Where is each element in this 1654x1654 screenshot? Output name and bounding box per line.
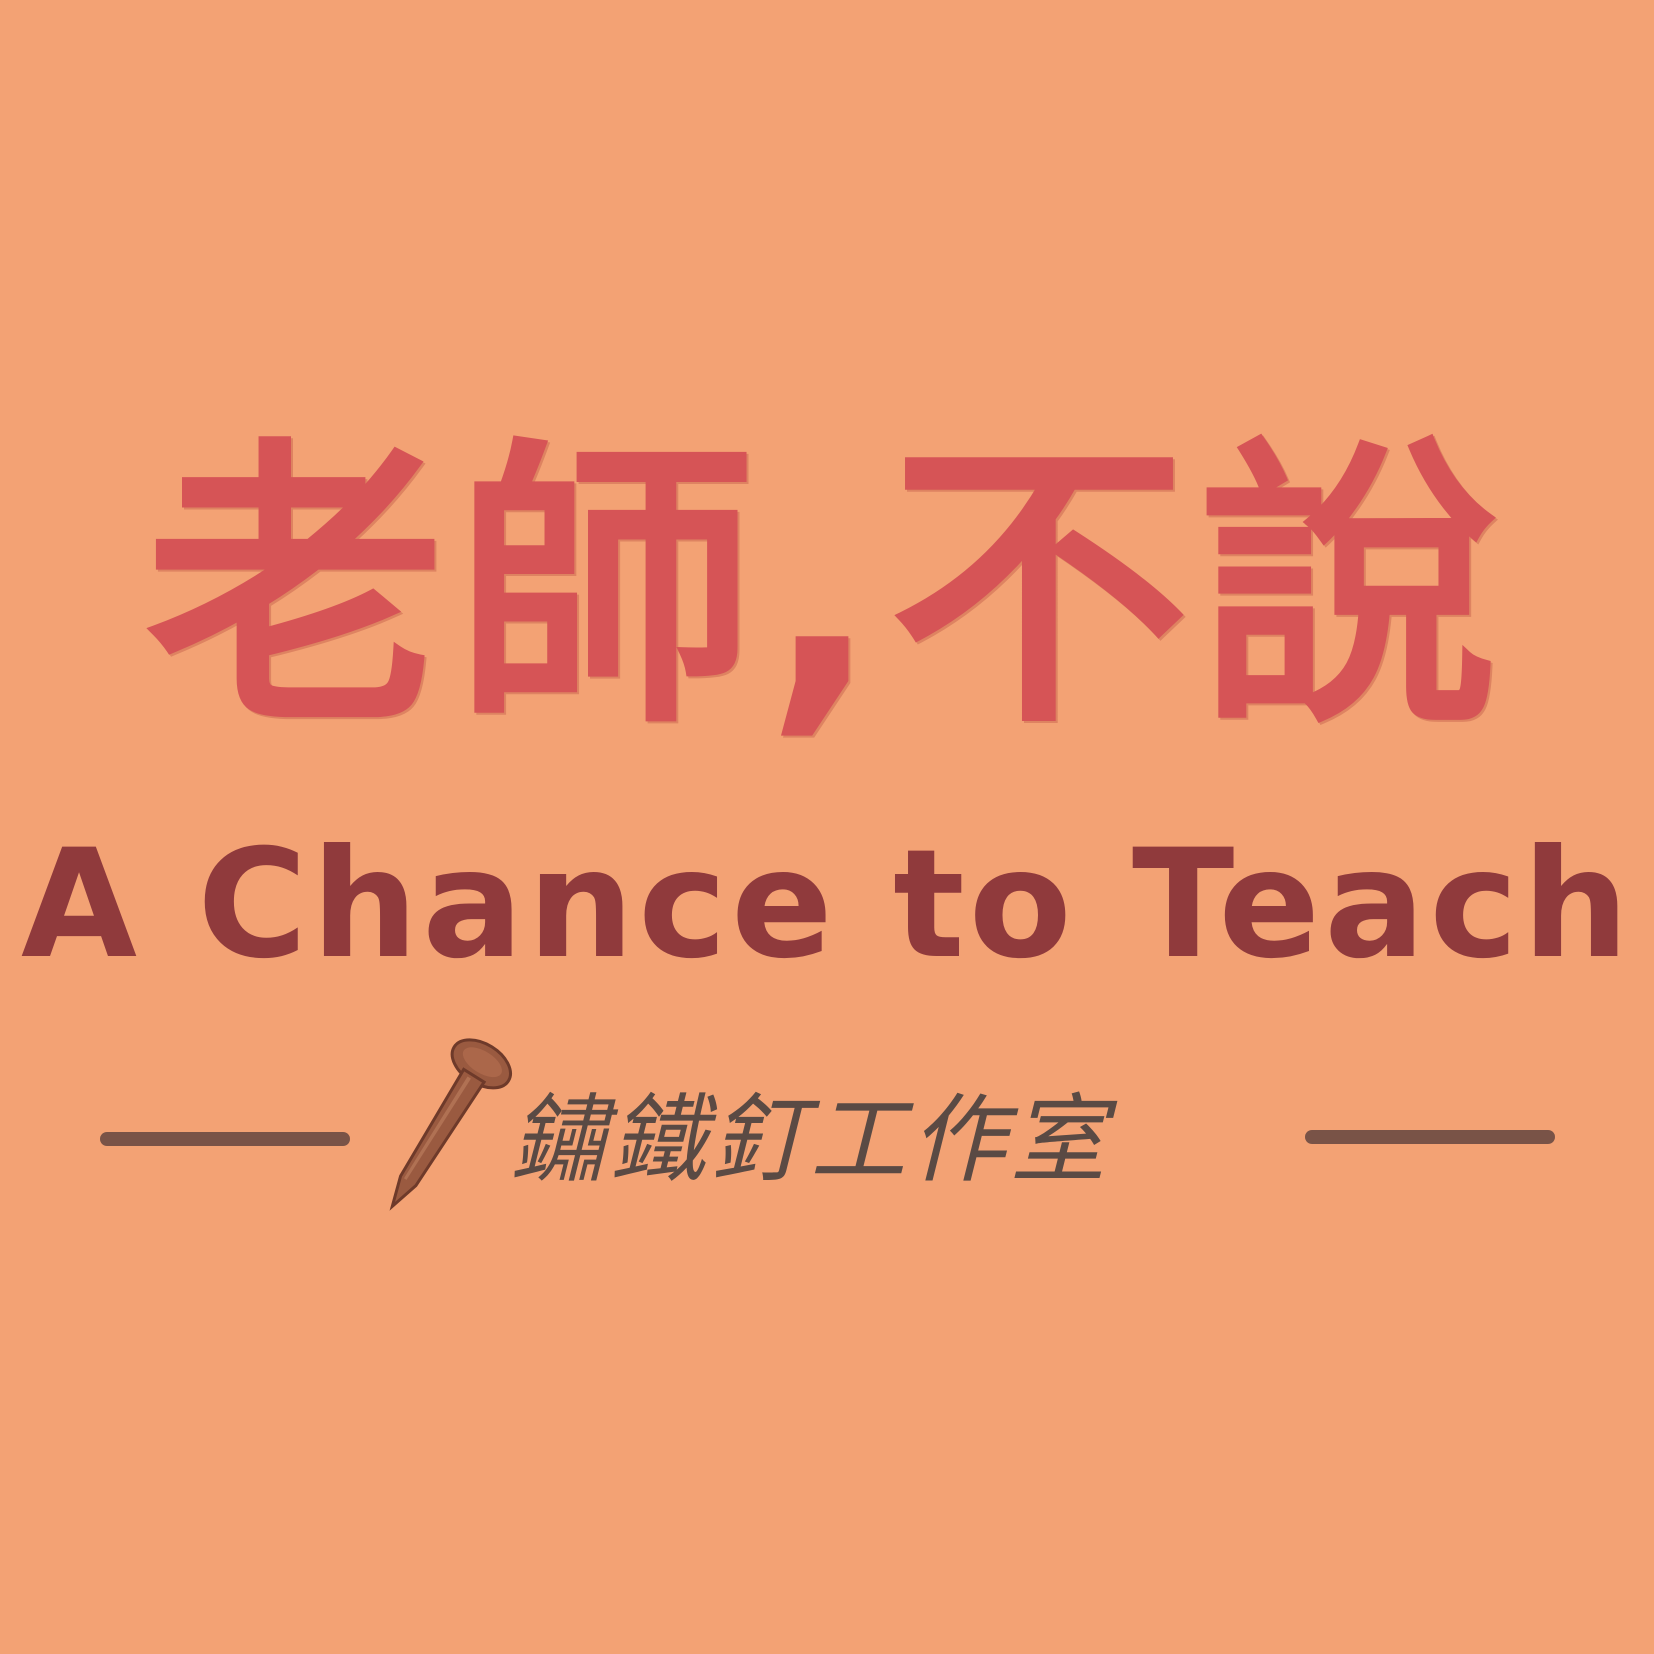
right-divider-line — [1305, 1130, 1555, 1144]
rusty-nail-icon — [389, 1038, 512, 1211]
chinese-title: 老師,不說 — [145, 415, 1509, 764]
studio-signature: 鏽鐵釘工作室 — [0, 1030, 1654, 1250]
nail-shaft — [389, 1067, 487, 1211]
english-title: A Chance to Teach — [20, 818, 1634, 992]
left-divider-line — [100, 1132, 350, 1146]
studio-name: 鏽鐵釘工作室 — [510, 1084, 1110, 1196]
